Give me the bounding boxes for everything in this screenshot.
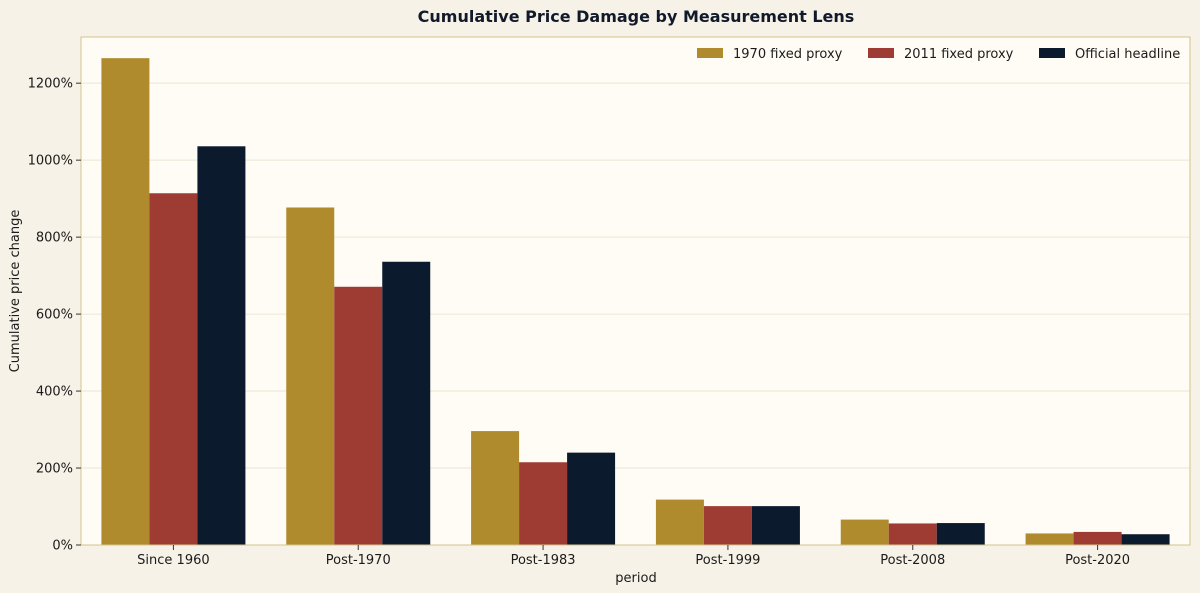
legend-swatch: [868, 48, 894, 58]
y-tick-label: 1200%: [28, 77, 73, 92]
bar: [1025, 533, 1074, 545]
y-tick-label: 0%: [52, 539, 73, 554]
bar: [471, 431, 520, 545]
x-tick-label: Post-2008: [880, 553, 945, 568]
x-tick-label: Since 1960: [137, 553, 209, 568]
y-axis-label: Cumulative price change: [8, 210, 23, 373]
legend-swatch: [1039, 48, 1065, 58]
bar: [149, 193, 198, 546]
bars: [101, 58, 1170, 546]
bar: [936, 523, 985, 545]
gridlines: [81, 82, 1190, 546]
chart-title: Cumulative Price Damage by Measurement L…: [418, 7, 855, 26]
x-tick-label: Post-1999: [695, 553, 760, 568]
plot-area: [81, 37, 1190, 545]
bar: [703, 506, 752, 545]
legend: 1970 fixed proxy 2011 fixed proxy Official…: [697, 47, 1180, 62]
y-tick-label: 200%: [36, 462, 73, 477]
y-tick-label: 1000%: [28, 154, 73, 169]
y-tick-label: 400%: [36, 385, 73, 400]
bar: [519, 462, 568, 545]
bar: [286, 207, 335, 545]
legend-label: 2011 fixed proxy: [904, 47, 1014, 62]
legend-swatch: [697, 48, 723, 58]
x-tick-label: Post-2020: [1065, 553, 1130, 568]
legend-label: 1970 fixed proxy: [733, 47, 843, 62]
y-axis-ticks: 0% 200% 400% 600% 800% 1000% 1200%: [28, 77, 81, 554]
bar: [840, 519, 889, 545]
plot-border: [80, 36, 1191, 546]
x-axis-label: period: [615, 571, 656, 586]
bar: [655, 499, 704, 545]
bar: [567, 452, 616, 545]
x-tick-label: Post-1970: [326, 553, 391, 568]
legend-label: Official headline: [1075, 47, 1180, 62]
bar: [101, 58, 150, 546]
bar: [382, 261, 431, 545]
bar: [751, 506, 800, 545]
bar: [1121, 534, 1170, 545]
x-axis-ticks: Since 1960 Post-1970 Post-1983 Post-1999 Pos…: [137, 545, 1130, 568]
y-tick-label: 600%: [36, 308, 73, 323]
y-tick-label: 800%: [36, 231, 73, 246]
bar: [888, 523, 937, 545]
x-tick-label: Post-1983: [511, 553, 576, 568]
bar: [334, 286, 383, 545]
bar: [1073, 531, 1122, 545]
bar: [197, 146, 246, 545]
